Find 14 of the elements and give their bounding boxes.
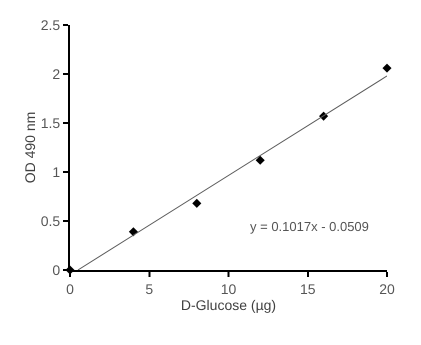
y-tick-label: 0 xyxy=(52,262,60,278)
y-tick-label: 1.5 xyxy=(40,114,60,131)
annotation: y = 0.1017x - 0.0509 xyxy=(250,219,369,234)
x-tick-label: 15 xyxy=(300,280,316,297)
y-tick-label: 2 xyxy=(52,66,60,82)
y-axis-title: OD 490 nm xyxy=(22,112,38,184)
x-tick-label: 5 xyxy=(145,280,154,297)
x-tick-label: 10 xyxy=(220,280,236,297)
y-tick-label: 1 xyxy=(52,164,60,180)
x-axis-title: D-Glucose (µg) xyxy=(180,296,276,313)
x-tick-label: 20 xyxy=(379,280,395,297)
y-tick-label: 2.5 xyxy=(40,16,60,33)
x-tick-label: 0 xyxy=(66,280,74,297)
y-tick-label: 0.5 xyxy=(40,212,60,229)
